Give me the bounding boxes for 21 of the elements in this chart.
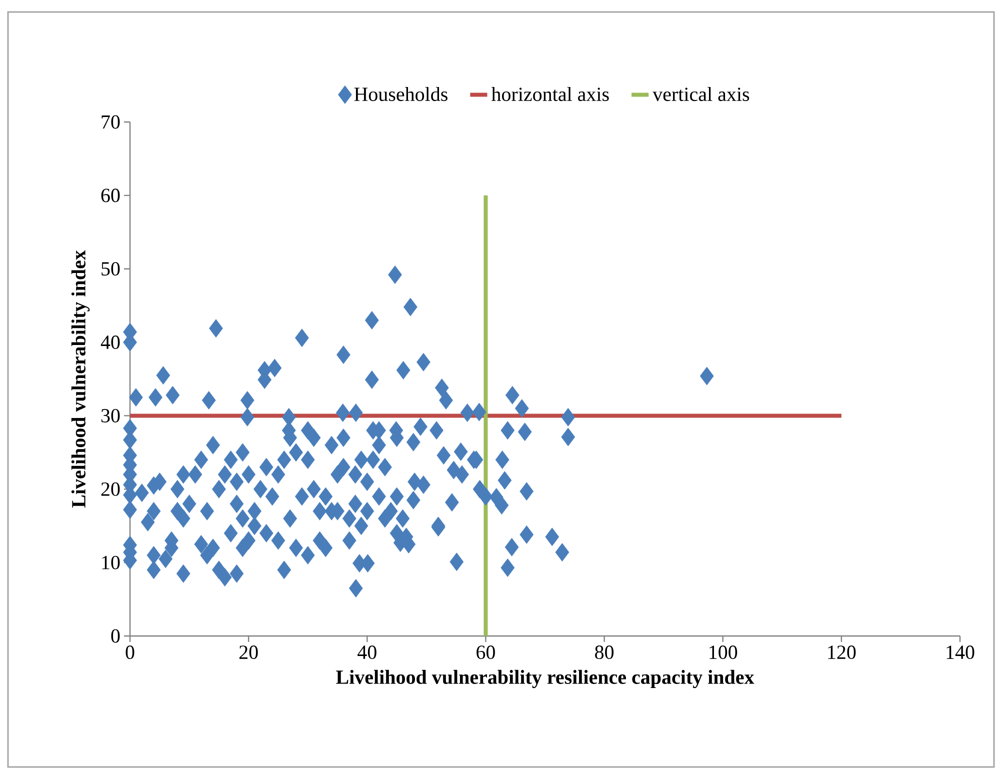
x-axis-title: Livelihood vulnerability resilience capacity index xyxy=(336,670,754,688)
y-tick-label: 70 xyxy=(102,115,120,129)
y-tick-label: 10 xyxy=(102,556,120,570)
legend-label: horizontal axis xyxy=(491,86,609,102)
x-tick-label: 20 xyxy=(239,646,258,660)
x-tick-label: 40 xyxy=(358,646,376,660)
legend-label: Households xyxy=(354,86,448,102)
x-tick-label: 100 xyxy=(710,646,738,660)
x-tick-label: 60 xyxy=(476,646,495,660)
y-tick-label: 50 xyxy=(102,262,120,276)
legend-label: vertical axis xyxy=(652,86,750,102)
y-tick-label: 20 xyxy=(101,482,120,496)
y-tick-label: 60 xyxy=(101,188,120,202)
x-tick-label: 140 xyxy=(946,646,974,660)
y-axis-title: Livelihood vulnerability index xyxy=(71,250,90,508)
x-tick-label: 120 xyxy=(828,646,856,660)
y-tick-label: 30 xyxy=(101,408,120,422)
x-tick-label: 80 xyxy=(595,646,614,660)
x-tick-label: 0 xyxy=(126,646,134,660)
y-tick-label: 40 xyxy=(100,336,120,350)
y-tick-label: 0 xyxy=(111,629,120,643)
